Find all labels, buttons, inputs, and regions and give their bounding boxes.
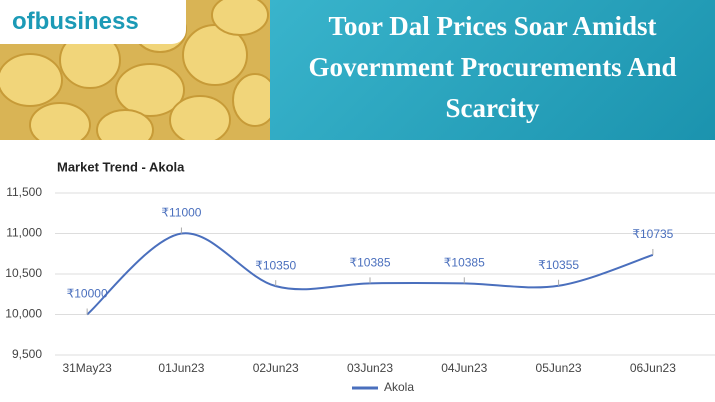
data-label: ₹10385 <box>444 255 485 269</box>
chart-title: Market Trend - Akola <box>57 159 185 174</box>
data-label: ₹10735 <box>632 227 673 241</box>
x-tick-label: 01Jun23 <box>158 361 204 375</box>
headline: Toor Dal Prices Soar Amidst Government P… <box>308 11 677 123</box>
x-tick-label: 31May23 <box>62 361 112 375</box>
data-label: ₹10000 <box>67 287 108 301</box>
x-tick-label: 02Jun23 <box>253 361 299 375</box>
x-tick-label: 05Jun23 <box>536 361 582 375</box>
data-label: ₹10385 <box>349 255 390 269</box>
banner: ofbusiness Toor Dal Prices Soar Amidst G… <box>0 0 715 140</box>
logo: ofbusiness <box>0 0 186 44</box>
y-tick-label: 10,000 <box>5 307 42 321</box>
legend-label: Akola <box>384 380 414 394</box>
y-tick-label: 10,500 <box>5 266 42 280</box>
y-tick-label: 11,000 <box>6 226 42 240</box>
x-tick-label: 04Jun23 <box>441 361 487 375</box>
banner-background <box>270 0 715 140</box>
line <box>86 232 654 316</box>
x-tick-label: 03Jun23 <box>347 361 393 375</box>
y-tick-label: 11,500 <box>6 185 42 199</box>
y-tick-label: 9,500 <box>12 347 42 361</box>
data-label: ₹11000 <box>161 206 201 220</box>
data-label: ₹10355 <box>538 258 579 272</box>
x-tick-label: 06Jun23 <box>630 361 676 375</box>
chart: Market Trend - Akola 9,500 10,000 10,500 11… <box>5 159 715 394</box>
data-label: ₹10350 <box>255 258 296 272</box>
